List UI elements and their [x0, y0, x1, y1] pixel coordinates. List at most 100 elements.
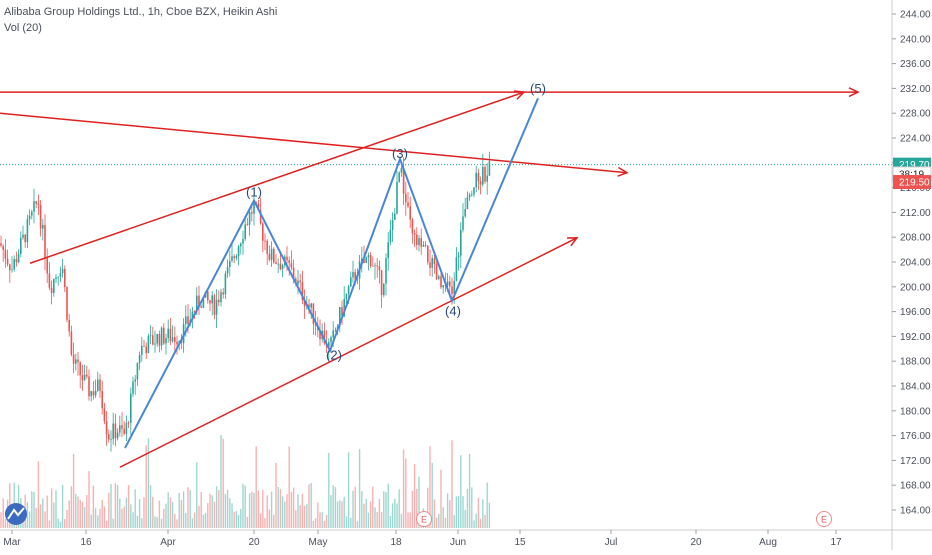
volume-bar [200, 492, 202, 528]
volume-bar [4, 518, 7, 528]
candle-body [268, 253, 271, 260]
volume-bar [119, 498, 121, 528]
volume-bar [376, 511, 378, 528]
volume-bar [57, 518, 59, 528]
x-tick-label: Jun [450, 537, 466, 548]
volume-bar [178, 493, 180, 528]
volume-bar [134, 489, 136, 528]
wave-polyline[interactable] [124, 97, 539, 449]
y-tick-label: 192.00 [900, 332, 931, 343]
earnings-marker-icon[interactable] [816, 511, 832, 527]
candle-body [473, 187, 475, 195]
candle-body [224, 273, 227, 295]
volume-bar [374, 507, 376, 528]
y-tick-label: 228.00 [900, 109, 931, 120]
candle-body [288, 260, 290, 264]
candle-body [273, 248, 275, 263]
candle-body [75, 359, 77, 364]
volume-bar [145, 445, 147, 528]
volume-bar [233, 511, 235, 528]
volume-bar [77, 496, 79, 528]
volume-bar [209, 493, 211, 528]
candle-body [108, 434, 110, 440]
trend-line[interactable] [119, 237, 578, 468]
volume-bar [218, 490, 220, 528]
volume-bar [88, 471, 90, 528]
candle-body [37, 203, 40, 206]
candle-body [242, 238, 244, 244]
volume-bar [130, 504, 132, 528]
volume-bar [286, 494, 288, 528]
volume-bar [255, 446, 257, 528]
candle-body [145, 346, 147, 354]
x-tick-label: 20 [690, 537, 702, 548]
volume-bar [427, 487, 429, 528]
volume-bar [262, 489, 264, 528]
candle-body [319, 329, 321, 340]
y-tick-label: 236.00 [900, 59, 931, 70]
volume-bar [389, 516, 392, 528]
candle-body [374, 265, 376, 267]
wave-label: (3) [392, 146, 408, 161]
candle-body [292, 267, 295, 279]
candle-body [303, 300, 306, 307]
candle-body [378, 266, 381, 271]
y-tick-label: 168.00 [900, 481, 931, 492]
candle-body [457, 255, 460, 258]
volume-bar [378, 498, 381, 528]
volume-bar [81, 501, 84, 528]
candle-body [130, 393, 132, 423]
tradingview-logo[interactable] [5, 503, 27, 525]
candle-body [141, 345, 143, 355]
trend-line[interactable] [0, 112, 628, 174]
candle-body [352, 271, 354, 278]
volume-bar [405, 458, 407, 528]
candle-body [158, 334, 161, 346]
volume-bar [380, 512, 383, 528]
earnings-marker-icon[interactable] [416, 511, 432, 527]
candle-body [211, 295, 213, 304]
volume-bars [0, 435, 491, 528]
volume-bar [189, 490, 191, 528]
candle-body [28, 215, 31, 220]
volume-bar [90, 514, 92, 528]
volume-bar [86, 494, 88, 528]
volume-bar [68, 500, 70, 528]
volume-bar [72, 453, 75, 528]
candle-body [251, 212, 253, 214]
candle-body [334, 330, 337, 332]
candle-body [420, 238, 422, 247]
candle-body [31, 211, 33, 216]
volume-bar [215, 486, 218, 528]
candle-body [0, 243, 2, 246]
volume-bar [303, 505, 306, 528]
elliott-wave-path[interactable] [124, 97, 539, 449]
volume-bar [127, 485, 130, 528]
candle-body [53, 279, 55, 293]
y-tick-label: 204.00 [900, 258, 931, 269]
volume-bar [149, 485, 152, 528]
trend-lines[interactable] [0, 87, 860, 468]
volume-bar [279, 488, 282, 528]
volume-bar [488, 502, 491, 528]
candle-body [218, 299, 220, 303]
candle-body [176, 341, 178, 345]
logo-chart-icon [7, 507, 25, 520]
volume-bar [259, 513, 262, 528]
trend-line[interactable] [29, 91, 525, 264]
volume-bar [361, 491, 363, 528]
volume-bar [110, 484, 112, 528]
candle-body [270, 248, 273, 260]
volume-bar [438, 513, 440, 528]
volume-bar [101, 499, 103, 528]
volume-bar [466, 488, 469, 528]
candle-body [215, 299, 218, 315]
volume-bar [449, 500, 451, 528]
volume-bar [237, 514, 240, 528]
candle-body [460, 229, 462, 256]
y-tick-label: 232.00 [900, 84, 931, 95]
volume-bar [253, 492, 255, 528]
